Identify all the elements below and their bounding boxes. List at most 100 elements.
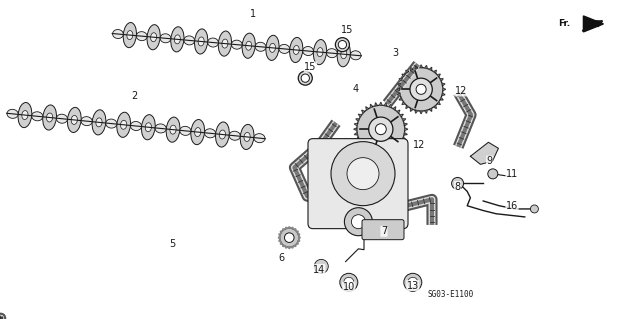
Circle shape bbox=[339, 41, 346, 49]
Polygon shape bbox=[291, 246, 294, 248]
Ellipse shape bbox=[174, 35, 180, 44]
Polygon shape bbox=[288, 247, 291, 249]
Polygon shape bbox=[402, 102, 405, 105]
Polygon shape bbox=[406, 70, 409, 73]
Polygon shape bbox=[420, 65, 422, 68]
Polygon shape bbox=[384, 103, 387, 106]
Text: 14: 14 bbox=[312, 264, 325, 275]
Polygon shape bbox=[393, 107, 396, 110]
Ellipse shape bbox=[326, 49, 337, 58]
Circle shape bbox=[280, 228, 299, 247]
Polygon shape bbox=[393, 148, 396, 152]
Ellipse shape bbox=[198, 37, 204, 46]
Circle shape bbox=[531, 205, 538, 213]
Polygon shape bbox=[298, 239, 300, 242]
Circle shape bbox=[344, 277, 354, 287]
Ellipse shape bbox=[314, 40, 326, 65]
Circle shape bbox=[488, 169, 498, 179]
Polygon shape bbox=[388, 104, 391, 108]
Ellipse shape bbox=[123, 23, 136, 48]
Polygon shape bbox=[371, 151, 373, 154]
Ellipse shape bbox=[81, 117, 92, 126]
Ellipse shape bbox=[191, 120, 205, 145]
Polygon shape bbox=[371, 104, 373, 108]
Ellipse shape bbox=[266, 35, 279, 60]
Ellipse shape bbox=[195, 128, 201, 137]
Polygon shape bbox=[403, 119, 406, 121]
Polygon shape bbox=[358, 114, 362, 117]
Polygon shape bbox=[280, 242, 282, 244]
Polygon shape bbox=[362, 110, 365, 113]
Text: 2: 2 bbox=[131, 91, 138, 101]
Polygon shape bbox=[298, 234, 300, 236]
Ellipse shape bbox=[170, 125, 176, 134]
Polygon shape bbox=[375, 103, 378, 106]
Ellipse shape bbox=[7, 109, 18, 118]
Ellipse shape bbox=[184, 36, 195, 45]
Ellipse shape bbox=[205, 129, 216, 138]
Polygon shape bbox=[443, 88, 445, 91]
Polygon shape bbox=[355, 123, 358, 126]
Text: 10: 10 bbox=[342, 282, 355, 292]
Ellipse shape bbox=[47, 113, 52, 122]
Circle shape bbox=[347, 158, 379, 189]
Ellipse shape bbox=[244, 132, 250, 141]
Polygon shape bbox=[285, 246, 288, 248]
Polygon shape bbox=[397, 83, 400, 86]
Text: 15: 15 bbox=[304, 62, 317, 72]
Ellipse shape bbox=[216, 122, 229, 147]
Ellipse shape bbox=[254, 134, 265, 143]
Polygon shape bbox=[397, 145, 400, 148]
Polygon shape bbox=[362, 145, 365, 148]
Polygon shape bbox=[424, 65, 428, 69]
Ellipse shape bbox=[43, 105, 56, 130]
Polygon shape bbox=[283, 244, 285, 247]
Ellipse shape bbox=[18, 102, 32, 128]
Ellipse shape bbox=[56, 114, 67, 123]
Text: 11: 11 bbox=[506, 169, 518, 179]
Polygon shape bbox=[294, 229, 296, 231]
Ellipse shape bbox=[96, 118, 102, 127]
Polygon shape bbox=[437, 74, 440, 77]
Polygon shape bbox=[470, 142, 499, 164]
Ellipse shape bbox=[67, 108, 81, 132]
Polygon shape bbox=[354, 128, 357, 130]
Polygon shape bbox=[296, 231, 298, 233]
Polygon shape bbox=[366, 148, 369, 152]
Polygon shape bbox=[380, 153, 382, 156]
Polygon shape bbox=[410, 67, 413, 70]
Polygon shape bbox=[399, 98, 402, 100]
Polygon shape bbox=[440, 98, 444, 100]
Polygon shape bbox=[299, 236, 300, 239]
Ellipse shape bbox=[116, 112, 131, 137]
Text: 1: 1 bbox=[250, 9, 256, 19]
Polygon shape bbox=[294, 244, 296, 247]
Ellipse shape bbox=[207, 38, 218, 47]
Polygon shape bbox=[406, 105, 409, 108]
Polygon shape bbox=[399, 79, 402, 81]
Text: 6: 6 bbox=[278, 253, 285, 263]
Polygon shape bbox=[442, 83, 445, 86]
Polygon shape bbox=[283, 229, 285, 231]
FancyBboxPatch shape bbox=[362, 220, 404, 240]
Polygon shape bbox=[356, 119, 359, 121]
Circle shape bbox=[357, 105, 404, 153]
Ellipse shape bbox=[222, 39, 228, 48]
Text: 7: 7 bbox=[381, 226, 387, 236]
Polygon shape bbox=[397, 110, 400, 113]
Ellipse shape bbox=[218, 31, 232, 56]
Ellipse shape bbox=[113, 30, 124, 39]
Circle shape bbox=[285, 233, 294, 242]
Polygon shape bbox=[429, 108, 432, 111]
Ellipse shape bbox=[269, 43, 275, 52]
Text: 9: 9 bbox=[486, 156, 493, 166]
Polygon shape bbox=[355, 133, 358, 135]
Circle shape bbox=[408, 277, 418, 287]
Polygon shape bbox=[404, 128, 408, 130]
Text: Fr.: Fr. bbox=[558, 19, 570, 28]
Ellipse shape bbox=[160, 34, 171, 43]
Ellipse shape bbox=[150, 33, 157, 42]
Polygon shape bbox=[380, 102, 382, 105]
Polygon shape bbox=[424, 110, 428, 113]
Ellipse shape bbox=[242, 33, 255, 58]
